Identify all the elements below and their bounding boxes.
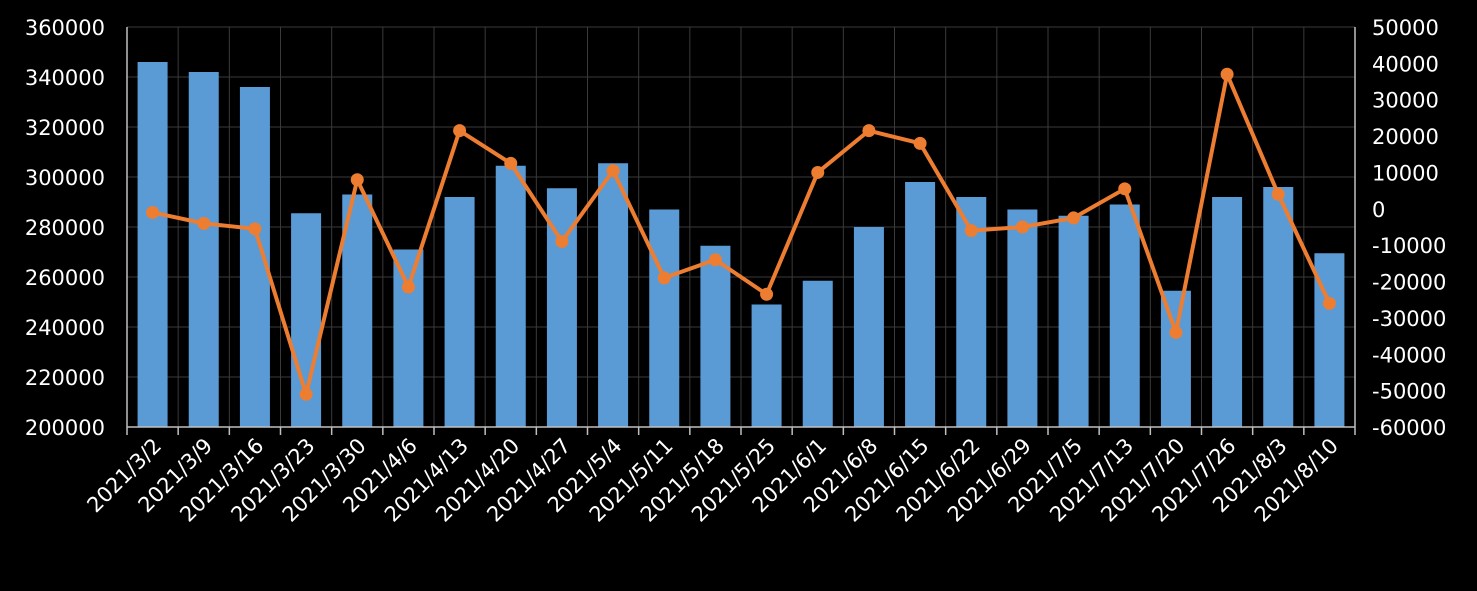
line-point [606,164,620,178]
right-y-axis-ticks: -60000 -50000 -40000 -30000 -20000 -10000 0 100… [1372,16,1446,440]
line-point [453,124,467,138]
left-y-tick-label: 240000 [25,316,105,340]
right-y-tick-label: 40000 [1372,52,1439,76]
left-y-tick-label: 280000 [25,216,105,240]
right-y-tick-label: -60000 [1372,416,1446,440]
line-point [913,136,927,150]
bar [1212,197,1243,427]
bar [444,197,475,427]
left-y-axis-ticks: 200000 220000 240000 260000 280000 300000 3200… [25,16,105,440]
right-y-tick-label: 20000 [1372,125,1439,149]
right-y-tick-label: 10000 [1372,161,1439,185]
right-y-tick-label: -20000 [1372,271,1446,295]
line-point [657,271,671,285]
left-y-tick-label: 300000 [25,166,105,190]
bar [1058,215,1089,427]
line-point [964,224,978,238]
bar-series [137,62,1345,427]
bar [598,163,629,427]
line-point [401,280,415,294]
line-point [299,387,313,401]
bar [393,249,424,427]
line-point [1322,296,1336,310]
right-y-tick-label: -40000 [1372,343,1446,367]
right-y-tick-label: -50000 [1372,380,1446,404]
line-series [146,67,1336,401]
line-point [146,205,160,219]
line-point [862,124,876,138]
line-path [152,72,1332,397]
line-point [1015,220,1029,234]
right-y-tick-label: -10000 [1372,234,1446,258]
line-point [1271,187,1285,201]
line-point [811,165,825,179]
bar [1007,209,1038,427]
bar [700,245,731,427]
line-point [350,173,364,187]
bar [853,227,884,427]
bar [495,165,526,427]
line-point [760,287,774,301]
bar [137,62,168,427]
x-axis-ticks: 2021/3/22021/3/92021/3/162021/3/232021/3… [82,434,1343,527]
bar [905,182,936,427]
right-y-tick-label: 30000 [1372,89,1439,113]
bar [751,304,782,427]
right-y-tick-label: -30000 [1372,307,1446,331]
bar [649,209,680,427]
line-point [1169,325,1183,339]
left-y-tick-label: 200000 [25,416,105,440]
axes [126,27,1356,435]
bar [1263,187,1294,427]
line-point [248,222,262,236]
left-y-tick-label: 340000 [25,66,105,90]
left-y-tick-label: 360000 [25,16,105,40]
line-point [1118,182,1132,196]
right-y-tick-label: 50000 [1372,16,1439,40]
bar [188,72,219,427]
bar [802,280,833,427]
right-y-tick-label: 0 [1372,198,1385,222]
line-point [504,156,518,170]
line-point [708,253,722,267]
left-y-tick-label: 320000 [25,116,105,140]
bar [1109,204,1140,427]
left-y-tick-label: 220000 [25,366,105,390]
left-y-tick-label: 260000 [25,266,105,290]
line-point [1220,67,1234,81]
line-point [555,235,569,249]
line-point [1067,211,1081,225]
bar [342,194,373,427]
line-point [197,216,211,230]
bar [1160,290,1191,427]
